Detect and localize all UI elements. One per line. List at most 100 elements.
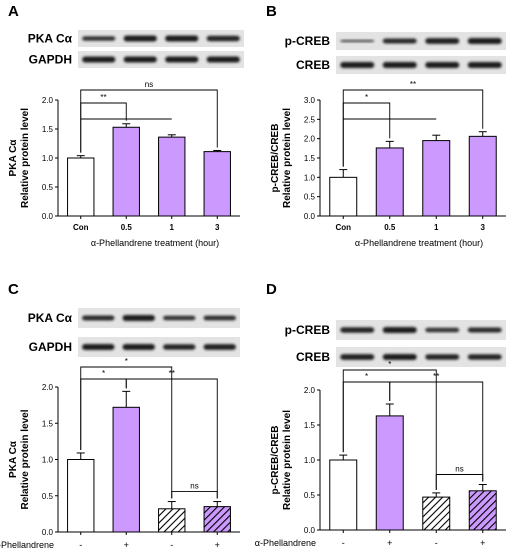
y-tick-label: 1.5 (304, 154, 316, 163)
bar (422, 496, 451, 531)
blot-strip (336, 347, 506, 367)
blot-band (82, 56, 116, 63)
significance-label: ns (455, 465, 463, 474)
blot-strip (336, 320, 506, 340)
significance-label: ns (145, 80, 153, 89)
condition-value: + (387, 538, 392, 548)
panel-letter: A (8, 3, 19, 20)
significance-label: * (125, 357, 128, 366)
blot-band (165, 35, 199, 42)
condition-value: - (435, 538, 438, 548)
y-tick-label: 0.5 (42, 183, 54, 192)
blot-band (165, 56, 199, 63)
significance-bracket (171, 491, 218, 499)
blot-band (425, 62, 460, 68)
bar (468, 135, 497, 217)
significance-label: * (102, 369, 105, 378)
significance-label: * (365, 372, 368, 381)
blot-band (206, 56, 240, 63)
blot-band (340, 39, 375, 43)
blot-band (123, 56, 157, 63)
blot-strip (78, 30, 244, 47)
x-tick-label: 0.5 (121, 223, 133, 232)
blot-label: p-CREB (285, 323, 331, 337)
blot-band (203, 344, 236, 350)
x-tick-label: 3 (481, 223, 486, 232)
bar (422, 140, 451, 217)
blot-band (467, 354, 502, 360)
blot-band (382, 62, 417, 68)
significance-label: * (388, 360, 391, 369)
x-axis-title: α-Phellandrene treatment (hour) (355, 238, 483, 248)
blot-band (123, 35, 157, 42)
blot-band (203, 315, 236, 321)
blot-label: GAPDH (29, 53, 72, 67)
bar (158, 136, 186, 217)
blot-band (425, 354, 460, 360)
blot-band (425, 38, 460, 44)
y-tick-label: 0.0 (304, 526, 316, 535)
y-tick-label: 0.0 (304, 212, 316, 221)
y-axis-title-line2: Relative protein level (282, 108, 293, 208)
y-tick-label: 0.5 (42, 492, 54, 501)
bar (203, 151, 231, 217)
blot-band (382, 38, 417, 44)
bar (329, 459, 358, 531)
x-tick-label: Con (335, 223, 351, 232)
blot-strip (78, 337, 240, 357)
blot-band (340, 327, 375, 333)
x-tick-label: 0.5 (384, 223, 396, 232)
blot-label: CREB (296, 58, 330, 72)
blot-strip (336, 32, 506, 50)
condition-value: + (215, 540, 220, 550)
bar (375, 147, 404, 217)
blot-band (467, 38, 502, 44)
blot-strip (78, 308, 240, 328)
y-tick-label: 1.0 (42, 154, 54, 163)
y-axis-title-line1: p-CREB/CREB (270, 426, 281, 495)
y-tick-label: 0.5 (304, 491, 316, 500)
y-tick-label: 1.5 (304, 421, 316, 430)
panel-d: Dp-CREB CREB 0.0 0.5 1.0 1.5 2.0 p-CREB/CREB Rel… (255, 281, 506, 548)
blot-band (382, 327, 417, 333)
blot-band (206, 35, 240, 42)
y-axis-title-line2: Relative protein level (282, 410, 293, 510)
y-tick-label: 1.5 (42, 419, 54, 428)
y-tick-label: 3.0 (304, 96, 316, 105)
y-tick-label: 0.0 (42, 528, 54, 537)
significance-bracket (342, 89, 484, 167)
y-axis-title-line2: Relative protein level (20, 108, 31, 208)
blot-band (163, 315, 196, 321)
significance-label: ** (433, 372, 439, 381)
y-tick-label: 2.0 (304, 135, 316, 144)
significance-bracket (389, 381, 484, 482)
blot-band (122, 315, 155, 321)
blot-band (122, 344, 155, 350)
blot-band (340, 62, 375, 68)
x-tick-label: 1 (170, 223, 175, 232)
bar (112, 406, 140, 533)
blot-band (82, 36, 116, 41)
significance-label: ** (169, 369, 175, 378)
blot-label: PKA Cα (28, 32, 73, 46)
significance-label: ** (410, 80, 416, 89)
bar (112, 126, 140, 217)
panel-letter: B (266, 3, 277, 20)
blot-band (425, 327, 460, 333)
y-axis-title-line1: PKA Cα (8, 139, 19, 177)
condition-value: - (170, 540, 173, 550)
condition-label: α-Phellandrene (255, 538, 316, 548)
significance-bracket (80, 366, 173, 499)
y-tick-label: 2.0 (42, 383, 54, 392)
blot-band (82, 344, 115, 350)
y-tick-label: 2.5 (304, 115, 316, 124)
significance-label: ** (100, 93, 106, 102)
condition-value: + (124, 540, 129, 550)
blot-band (382, 354, 417, 360)
significance-label: ns (190, 482, 198, 491)
bar (67, 157, 95, 217)
significance-label: * (365, 93, 368, 102)
blot-label: PKA Cα (28, 311, 73, 325)
